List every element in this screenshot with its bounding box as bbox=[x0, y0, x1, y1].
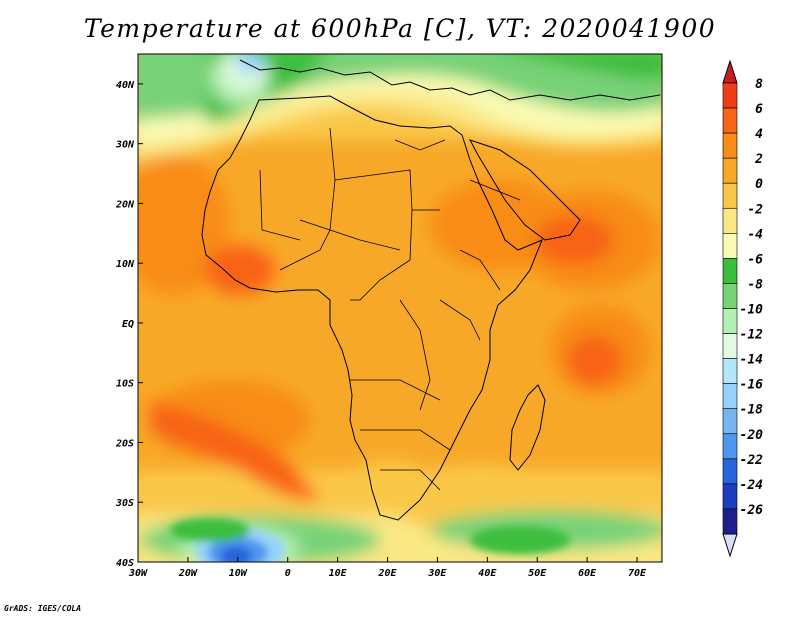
colorbar-box bbox=[722, 157, 738, 184]
lon-tick-label: 10W bbox=[229, 568, 248, 579]
plot-frame bbox=[137, 53, 663, 563]
colorbar-top-triangle bbox=[722, 59, 738, 84]
colorbar-box bbox=[722, 82, 738, 109]
colorbar-label: -16 bbox=[740, 378, 764, 393]
colorbar-label: -14 bbox=[740, 353, 764, 368]
colorbar-label: -26 bbox=[740, 503, 764, 518]
colorbar-bottom-triangle bbox=[722, 533, 738, 558]
colorbar: 8 6 4 2 0 -2 -4 -6 -8 -10 -12 -14 -16 -18 -20 -22 -24 -26 bbox=[722, 59, 764, 558]
lon-tick-label: 30W bbox=[128, 568, 148, 579]
colorbar-label: -22 bbox=[740, 453, 764, 468]
colorbar-label: 0 bbox=[755, 177, 763, 192]
temperature-field bbox=[138, 54, 662, 562]
colorbar-box bbox=[722, 408, 738, 435]
lat-tick-label: 30N bbox=[115, 140, 135, 151]
colorbar-label: -24 bbox=[740, 478, 764, 493]
lat-tick-label: 30S bbox=[115, 498, 134, 509]
colorbar-box bbox=[722, 308, 738, 334]
colorbar-box bbox=[722, 508, 738, 535]
colorbar-box bbox=[722, 207, 738, 234]
madagascar-coastline bbox=[509, 384, 546, 471]
colorbar-box bbox=[722, 433, 738, 460]
colorbar-box bbox=[722, 383, 738, 410]
colorbar-box bbox=[722, 333, 738, 359]
lat-tick-label: 10N bbox=[116, 259, 135, 270]
arabia-coastline bbox=[468, 139, 581, 241]
lat-tick-label: 40N bbox=[116, 80, 135, 91]
africa-coastline bbox=[201, 95, 543, 521]
colorbar-box bbox=[722, 483, 738, 510]
colorbar-label: 6 bbox=[755, 102, 763, 117]
colorbar-label: -10 bbox=[740, 303, 764, 318]
latitude-axis: 40N 30N 20N 10N EQ 10S 20S 30S 40S bbox=[115, 80, 143, 569]
lon-tick-label: 30E bbox=[427, 568, 447, 579]
colorbar-box bbox=[722, 458, 738, 485]
colorbar-box bbox=[722, 283, 738, 309]
colorbar-label: -8 bbox=[747, 277, 763, 292]
lon-tick-label: 60E bbox=[578, 568, 597, 579]
lat-tick-label: EQ bbox=[122, 319, 134, 330]
country-borders bbox=[259, 127, 521, 491]
colorbar-label: -4 bbox=[747, 227, 763, 242]
lon-tick-label: 50E bbox=[528, 568, 547, 579]
colorbar-label: -12 bbox=[740, 328, 764, 343]
map-title: Temperature at 600hPa [C], VT: 202004190… bbox=[83, 14, 717, 43]
colorbar-label: -6 bbox=[747, 252, 763, 267]
colorbar-label: 8 bbox=[755, 77, 763, 92]
lon-tick-label: 40E bbox=[478, 568, 497, 579]
colorbar-box bbox=[722, 258, 738, 284]
lat-tick-label: 10S bbox=[116, 379, 134, 390]
colorbar-box bbox=[722, 132, 738, 159]
colorbar-label: -18 bbox=[740, 403, 764, 418]
coastlines-and-borders bbox=[201, 59, 661, 521]
colorbar-box bbox=[722, 358, 738, 384]
lon-tick-label: 0 bbox=[285, 568, 291, 579]
colorbar-label: -20 bbox=[740, 428, 764, 443]
lon-tick-label: 20E bbox=[377, 568, 397, 579]
lat-tick-label: 20S bbox=[115, 438, 134, 449]
lon-tick-label: 70E bbox=[628, 568, 647, 579]
colorbar-box bbox=[722, 233, 738, 259]
europe-coastline bbox=[239, 59, 661, 101]
lon-tick-label: 10E bbox=[329, 568, 348, 579]
colorbar-label: 4 bbox=[755, 127, 763, 142]
lat-tick-label: 40S bbox=[116, 558, 134, 569]
colorbar-label: -2 bbox=[747, 202, 763, 217]
colorbar-box bbox=[722, 182, 738, 209]
colorbar-box bbox=[722, 107, 738, 134]
longitude-axis: 30W 20W 10W 0 10E 20E 30E 40E 50E 60E 70E bbox=[128, 557, 647, 579]
lat-tick-label: 20N bbox=[115, 199, 135, 210]
colorbar-label: 2 bbox=[754, 152, 763, 167]
grads-credit: GrADS: IGES/COLA bbox=[4, 604, 82, 613]
lon-tick-label: 20W bbox=[178, 568, 198, 579]
